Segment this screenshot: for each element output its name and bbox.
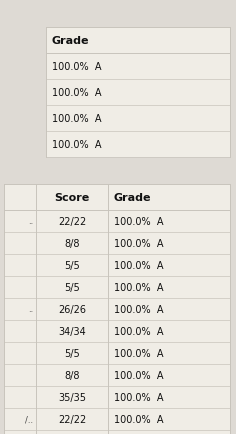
Text: 100.0%  A: 100.0% A — [114, 348, 164, 358]
Text: 100.0%  A: 100.0% A — [114, 370, 164, 380]
Text: 100.0%  A: 100.0% A — [52, 62, 101, 72]
Text: 22/22: 22/22 — [58, 414, 86, 424]
Text: 100.0%  A: 100.0% A — [114, 217, 164, 227]
Text: 34/34: 34/34 — [58, 326, 86, 336]
Text: 8/8: 8/8 — [64, 370, 80, 380]
Text: 100.0%  A: 100.0% A — [52, 114, 101, 124]
Bar — [4, 184, 230, 434]
Text: 26/26: 26/26 — [58, 304, 86, 314]
Text: 100.0%  A: 100.0% A — [52, 140, 101, 150]
Text: 100.0%  A: 100.0% A — [114, 238, 164, 248]
Text: 100.0%  A: 100.0% A — [114, 414, 164, 424]
Text: 35/35: 35/35 — [58, 392, 86, 402]
Text: 100.0%  A: 100.0% A — [114, 283, 164, 293]
Text: 5/5: 5/5 — [64, 260, 80, 270]
Text: Grade: Grade — [52, 36, 89, 46]
Text: 100.0%  A: 100.0% A — [114, 260, 164, 270]
Text: 22/22: 22/22 — [58, 217, 86, 227]
Text: 100.0%  A: 100.0% A — [114, 326, 164, 336]
Text: 5/5: 5/5 — [64, 348, 80, 358]
Text: 5/5: 5/5 — [64, 283, 80, 293]
Text: 8/8: 8/8 — [64, 238, 80, 248]
Text: 100.0%  A: 100.0% A — [114, 392, 164, 402]
Text: /..: /.. — [25, 414, 33, 424]
Text: Score: Score — [54, 193, 90, 203]
Text: Grade: Grade — [114, 193, 152, 203]
Text: ..: .. — [28, 217, 33, 226]
Bar — [46, 28, 230, 158]
Text: 100.0%  A: 100.0% A — [52, 88, 101, 98]
Text: ..: .. — [28, 305, 33, 314]
Text: 100.0%  A: 100.0% A — [114, 304, 164, 314]
